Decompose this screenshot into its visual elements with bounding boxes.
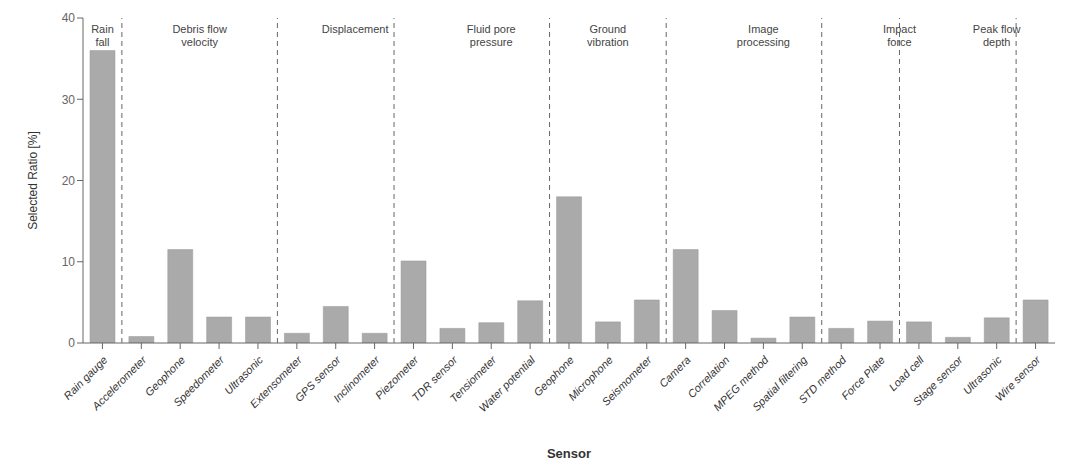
svg-text:Rain gauge: Rain gauge [61,353,110,402]
svg-text:Correlation: Correlation [685,353,732,401]
svg-text:Ultrasonic: Ultrasonic [960,353,1004,397]
svg-text:GPS sensor: GPS sensor [292,353,343,404]
svg-text:TDR sensor: TDR sensor [409,353,460,404]
svg-text:Spatial filtering: Spatial filtering [750,353,810,413]
svg-text:Geophone: Geophone [531,353,577,399]
svg-text:40: 40 [62,11,76,25]
svg-text:Imageprocessing: Imageprocessing [737,23,790,48]
svg-text:Fluid porepressure: Fluid porepressure [467,23,516,48]
svg-text:MPEG method: MPEG method [711,353,771,414]
svg-text:Load cell: Load cell [886,353,926,393]
svg-text:Tensiometer: Tensiometer [447,353,499,405]
svg-text:Water potential: Water potential [477,353,538,414]
svg-text:Ultrasonic: Ultrasonic [222,353,265,397]
svg-text:30: 30 [62,93,76,107]
svg-text:10: 10 [62,255,76,269]
svg-text:Wire sensor: Wire sensor [993,353,1044,404]
svg-text:Piezometer: Piezometer [372,353,421,402]
svg-text:Inclinometer: Inclinometer [331,353,383,405]
svg-text:Impactforce: Impactforce [883,23,916,48]
svg-text:Peak flowdepth: Peak flowdepth [973,23,1021,48]
svg-text:Camera: Camera [657,354,693,390]
svg-text:Sensor: Sensor [547,446,591,461]
svg-text:Rainfall: Rainfall [91,23,114,48]
svg-text:Selected Ratio [%]: Selected Ratio [%] [26,131,40,230]
svg-text:Speedometer: Speedometer [171,353,227,409]
svg-text:Stage sensor: Stage sensor [911,353,966,408]
svg-text:Force Plate: Force Plate [839,354,887,402]
svg-text:Extensometer: Extensometer [247,353,304,410]
svg-text:Microphone: Microphone [565,353,615,403]
svg-text:Seismometer: Seismometer [600,353,655,408]
svg-text:20: 20 [62,174,76,188]
svg-text:STD method: STD method [796,353,849,406]
svg-text:0: 0 [68,336,75,350]
svg-text:Geophone: Geophone [142,353,188,399]
svg-text:Debris flowvelocity: Debris flowvelocity [172,23,226,48]
svg-text:Groundvibration: Groundvibration [587,23,629,48]
svg-text:Displacement: Displacement [322,23,389,35]
svg-text:Accelerometer: Accelerometer [89,353,149,413]
